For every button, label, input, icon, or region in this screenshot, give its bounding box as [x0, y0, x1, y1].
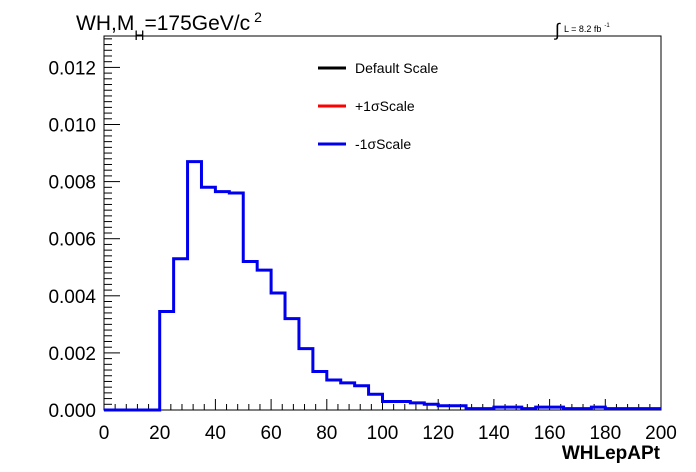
- x-axis-label: WHLepAPt: [562, 443, 661, 464]
- x-tick-label: 80: [316, 423, 337, 444]
- legend-label: -1σScale: [355, 136, 411, 152]
- y-tick-label: 0.008: [48, 173, 96, 194]
- legend-label: +1σScale: [355, 98, 415, 114]
- y-tick-label: 0.002: [48, 344, 96, 365]
- lumi-label: ∫ L = 8.2 fb -1: [553, 20, 610, 40]
- legend-label: Default Scale: [355, 60, 438, 76]
- y-tick-label: 0.012: [48, 58, 96, 79]
- x-tick-label: 160: [534, 423, 566, 444]
- x-tick-label: 120: [422, 423, 454, 444]
- y-tick-label: 0.006: [48, 230, 96, 251]
- x-tick-label: 0: [99, 423, 110, 444]
- x-tick-label: 180: [589, 423, 621, 444]
- x-tick-label: 200: [645, 423, 677, 444]
- x-tick-label: 60: [261, 423, 282, 444]
- y-tick-label: 0.010: [48, 116, 96, 137]
- x-tick-label: 100: [367, 423, 399, 444]
- series-line: [104, 160, 661, 412]
- y-tick-label: 0.000: [48, 401, 96, 422]
- y-axis: 0.000 0.002 0.004 0.006 0.008 0.010 0.012: [48, 38, 120, 422]
- chart-title: WH,MH=175GeV/c 2: [76, 9, 262, 43]
- legend: Default Scale +1σScale -1σScale: [318, 60, 438, 152]
- series-layer: [104, 160, 661, 412]
- x-tick-label: 20: [149, 423, 170, 444]
- x-axis: 0 20 40 60 80 100 120 140 160 180 200: [99, 399, 677, 444]
- y-tick-label: 0.004: [48, 287, 96, 308]
- x-tick-label: 140: [478, 423, 510, 444]
- x-tick-label: 40: [205, 423, 226, 444]
